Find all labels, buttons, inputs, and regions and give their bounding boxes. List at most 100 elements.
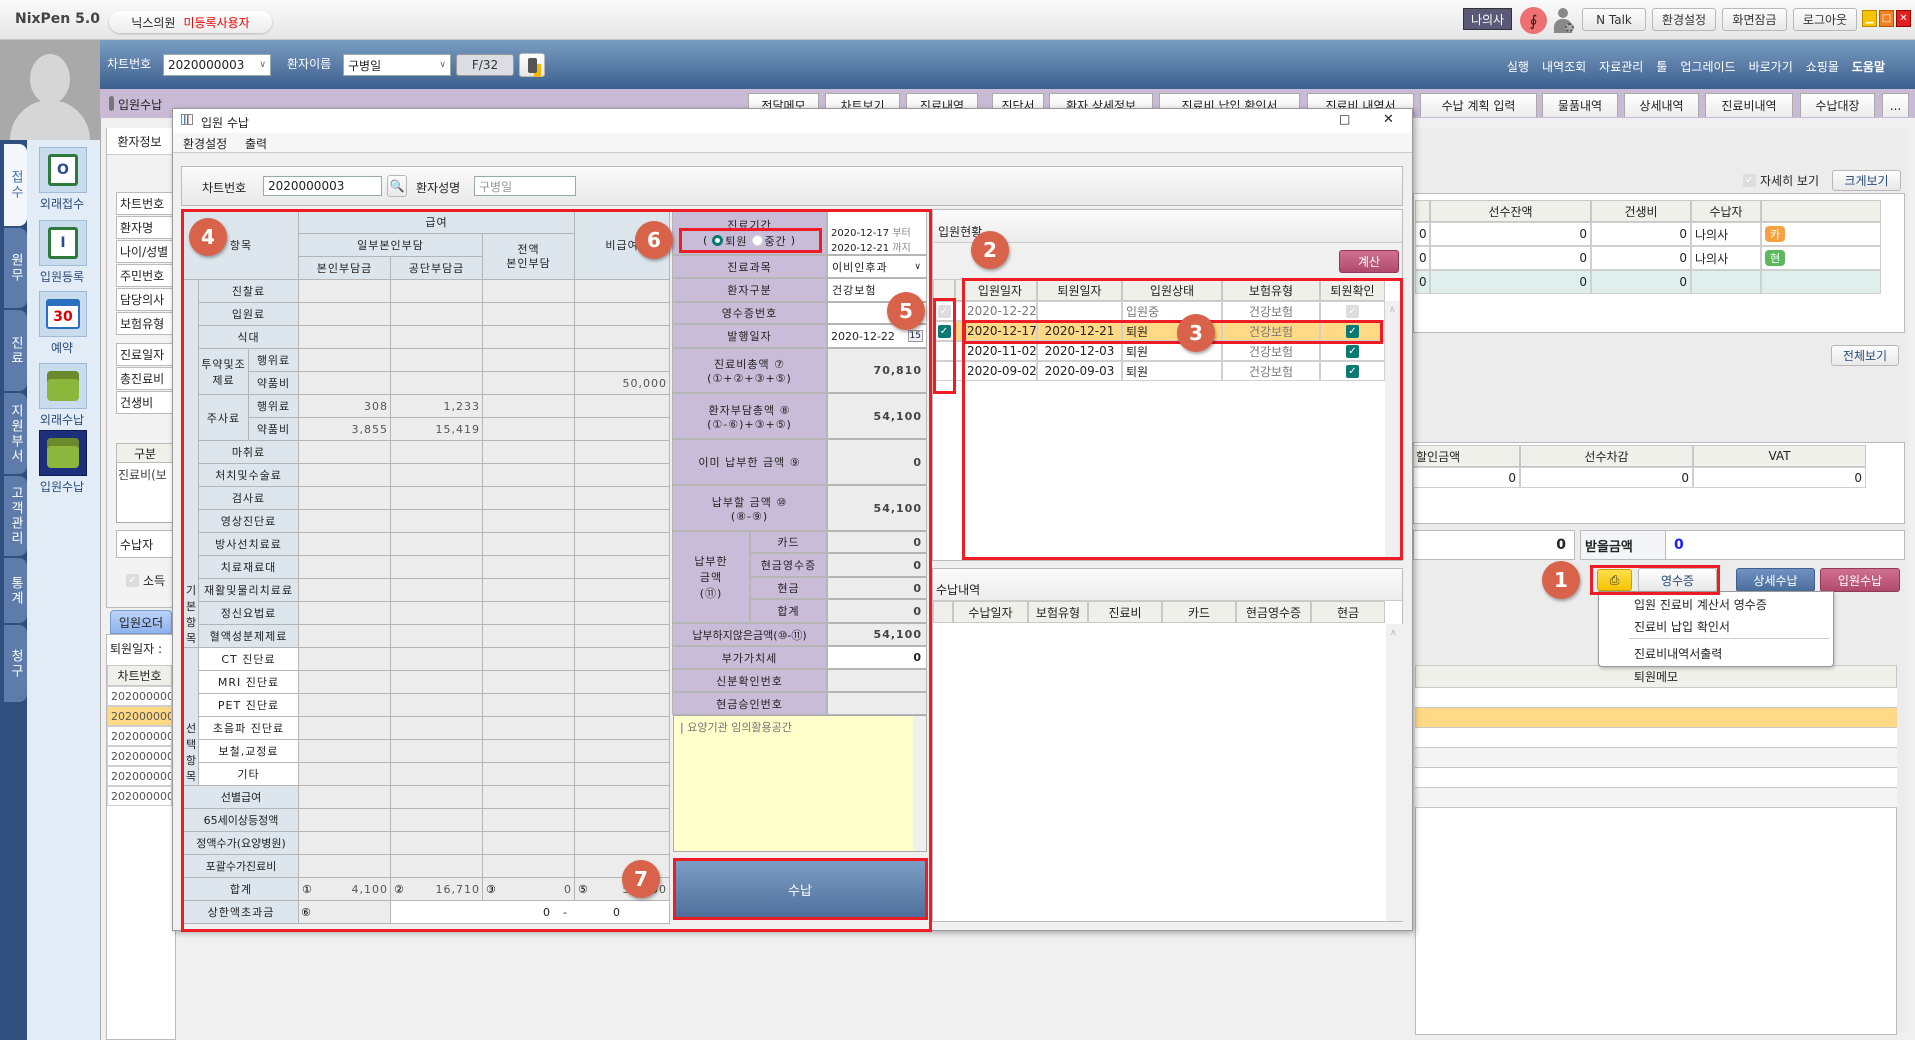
tab-inpatient-order[interactable]: 입원오더 (110, 610, 172, 634)
memo-row[interactable] (1415, 768, 1897, 788)
close-icon[interactable]: ✕ (1383, 112, 1394, 127)
menu-item-fee-statement-print[interactable]: 진료비내역서출력 (1634, 647, 1723, 661)
menu-item[interactable]: 내역조회 (1541, 60, 1587, 74)
tab-8[interactable]: 물품내역 (1542, 93, 1618, 117)
memo-row[interactable] (1415, 688, 1897, 708)
list-row[interactable]: 2020000006 (107, 706, 172, 726)
sidebar-tab-3[interactable]: 지원부서 (4, 393, 27, 474)
memo-row[interactable] (1415, 788, 1897, 808)
menu-item[interactable]: 업그레이드 (1680, 60, 1736, 74)
radio-interim[interactable]: 중간 (751, 233, 787, 249)
vat-input[interactable]: 0 (827, 646, 927, 669)
menu-print[interactable]: 출력 (245, 137, 268, 151)
row-select-checkbox[interactable] (933, 361, 955, 381)
sidebar-item-label[interactable]: 입원수납 (39, 480, 85, 494)
discharge-cell[interactable]: 2020-12-03 (1037, 341, 1122, 361)
discharge-cell[interactable]: 2020-12-21 (1037, 321, 1122, 341)
admit-cell[interactable]: 2020-12-22 (963, 301, 1037, 321)
patient-name-select[interactable]: 구병일 ∨ (343, 54, 451, 76)
admit-cell[interactable]: 2020-11-02 (963, 341, 1037, 361)
sidebar-tab-4[interactable]: 고객관리 (4, 476, 27, 556)
maximize-icon[interactable]: □ (1339, 112, 1351, 126)
department-select[interactable]: 이비인후과 ∨ (827, 255, 927, 278)
admission-scrollbar[interactable]: ∧ (1385, 301, 1402, 559)
menu-item-inpatient-receipt[interactable]: 입원 진료비 계산서 영수증 (1634, 598, 1767, 612)
calculate-button[interactable]: 계산 (1339, 250, 1399, 273)
tab-10[interactable]: 진료비내역 (1705, 93, 1793, 117)
enlarge-button[interactable]: 크게보기 (1832, 170, 1901, 191)
list-row[interactable]: 2020000003 (107, 746, 172, 766)
sidebar-tab-0[interactable]: 접수 (4, 144, 27, 226)
outpatient-payment-icon[interactable] (39, 363, 87, 409)
menu-item[interactable]: 도움말 (1851, 60, 1885, 74)
outpatient-register-icon[interactable]: O (39, 147, 87, 193)
settings-button[interactable]: 환경설정 (1652, 8, 1716, 31)
sidebar-tab-5[interactable]: 통계 (4, 558, 27, 623)
menu-item[interactable]: 실행 (1506, 60, 1529, 74)
receipt-button[interactable]: 영수증 (1638, 568, 1717, 592)
pay-button[interactable]: 수납 (673, 859, 927, 919)
discharge-confirm-checkbox[interactable]: ✓ (1320, 341, 1385, 361)
insurance-cell[interactable]: 건강보험 (1222, 341, 1320, 361)
radio-discharge[interactable]: 퇴원 (712, 233, 747, 249)
menu-item-payment-confirmation[interactable]: 진료비 납입 확인서 (1634, 620, 1730, 634)
list-row[interactable]: 2020000004 (107, 766, 172, 786)
memo-row[interactable] (1415, 728, 1897, 748)
menu-item[interactable]: 툴 (1656, 60, 1668, 74)
patient-name-input[interactable]: 구병일 (474, 176, 576, 196)
menu-settings[interactable]: 환경설정 (183, 137, 228, 151)
list-row[interactable]: 2020000003 (107, 786, 172, 806)
f32-button[interactable]: F/32 (456, 54, 514, 76)
memo-textarea[interactable]: | 요양기관 임의활용공간 (673, 715, 927, 852)
discharge-confirm-checkbox[interactable]: ✓ (1320, 321, 1385, 341)
discharge-confirm-checkbox[interactable]: ✓ (1320, 301, 1385, 321)
user-name[interactable]: 나의사 (1463, 8, 1512, 30)
period-date[interactable]: 2020-12-21 (831, 243, 890, 254)
detail-view-checkbox[interactable]: ✓ 자세히 보기 (1743, 172, 1819, 189)
inpatient-register-icon[interactable]: I (39, 220, 87, 266)
row-select-checkbox[interactable]: ✓ (933, 321, 955, 341)
tab-9[interactable]: 상세내역 (1624, 93, 1699, 117)
income-checkbox[interactable]: ✓ 소득 (126, 572, 165, 589)
scrollbar[interactable] (913, 716, 926, 851)
row-select-checkbox[interactable] (933, 341, 955, 361)
user-settings-icon[interactable] (1552, 6, 1576, 34)
screen-lock-button[interactable]: 화면잠금 (1722, 8, 1787, 31)
inpatient-payment-icon[interactable] (39, 430, 87, 476)
sidebar-item-label[interactable]: 예약 (50, 341, 74, 355)
phone-icon[interactable] (519, 53, 545, 77)
chart-number-input[interactable]: 2020000003 (263, 176, 382, 196)
close-icon[interactable]: ✕ (1896, 10, 1911, 27)
maximize-icon[interactable]: □ (1879, 10, 1894, 27)
tab-patient-info[interactable]: 환자정보 (107, 128, 172, 155)
payments-scrollbar[interactable]: ∧ (1386, 624, 1403, 921)
insurance-cell[interactable]: 건강보험 (1222, 301, 1320, 321)
menu-item[interactable]: 자료관리 (1599, 60, 1644, 74)
memo-row[interactable] (1415, 748, 1897, 768)
sidebar-item-label[interactable]: 외래접수 (39, 197, 85, 211)
discharge-cell[interactable] (1037, 301, 1122, 321)
discharge-cell[interactable]: 2020-09-03 (1037, 361, 1122, 381)
sidebar-item-label[interactable]: 외래수납 (39, 413, 85, 427)
memo-row[interactable] (1415, 708, 1897, 728)
menu-item[interactable]: 바로가기 (1748, 60, 1793, 74)
calendar-icon[interactable]: 30 (39, 291, 87, 337)
tab-11[interactable]: 수납대장 (1800, 93, 1875, 117)
admit-cell[interactable]: 2020-09-02 (963, 361, 1037, 381)
chart-number-select[interactable]: 2020000003 ∨ (163, 54, 271, 76)
stethoscope-icon[interactable]: ∮ (1520, 7, 1547, 34)
printer-icon[interactable]: ⎙ (1597, 569, 1632, 591)
list-row[interactable]: 2020000006 (107, 726, 172, 746)
logout-button[interactable]: 로그아웃 (1793, 8, 1857, 31)
status-cell[interactable]: 퇴원 (1122, 361, 1222, 381)
patient-search-icon[interactable]: 🔍 (387, 175, 407, 197)
sidebar-tab-1[interactable]: 원무 (4, 228, 27, 308)
period-date[interactable]: 2020-12-17 (831, 228, 890, 239)
sidebar-item-label[interactable]: 입원등록 (39, 270, 85, 284)
tab-7[interactable]: 수납 계획 입력 (1420, 93, 1537, 117)
admit-cell[interactable]: 2020-12-17 (963, 321, 1037, 341)
detail-payment-button[interactable]: 상세수납 (1736, 568, 1815, 592)
view-all-button[interactable]: 전체보기 (1831, 345, 1899, 366)
sidebar-tab-6[interactable]: 청구 (4, 625, 27, 702)
tab-12[interactable]: ... (1882, 93, 1909, 117)
